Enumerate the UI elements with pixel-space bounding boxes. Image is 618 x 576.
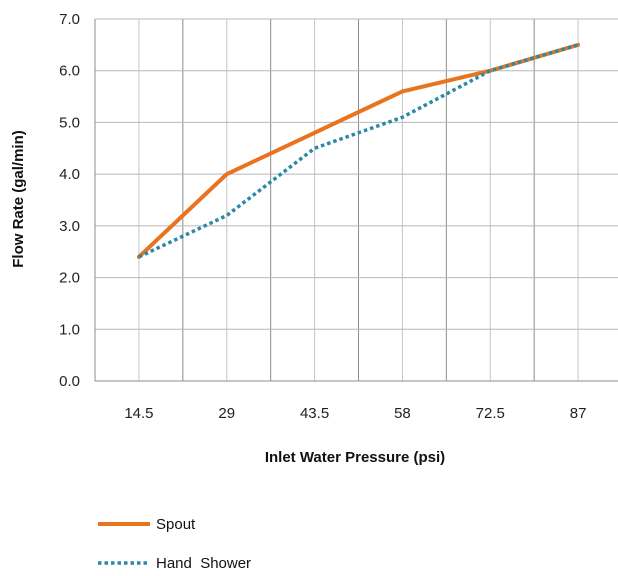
grid-vertical (138, 19, 579, 381)
x-tick-labels: 14.5 29 43.5 58 72.5 87 (124, 405, 586, 422)
y-tick-label: 6.0 (59, 63, 80, 80)
x-axis-title: Inlet Water Pressure (psi) (265, 449, 445, 466)
series-line-hand-shower (138, 43, 579, 259)
x-tick-label: 87 (570, 405, 587, 422)
x-tick-label: 43.5 (300, 405, 329, 422)
y-tick-label: 3.0 (59, 218, 80, 235)
y-tick-label: 1.0 (59, 321, 80, 338)
legend-label-hand-shower: Hand Shower (156, 555, 251, 572)
y-tick-label: 2.0 (59, 270, 80, 287)
plot-area (94, 18, 618, 382)
grid-horizontal (95, 18, 618, 330)
legend: Spout Hand Shower (98, 516, 251, 572)
legend-label-spout: Spout (156, 516, 196, 533)
legend-item-spout: Spout (98, 516, 196, 533)
y-tick-label: 7.0 (59, 11, 80, 28)
y-tick-label: 0.0 (59, 373, 80, 390)
y-tick-label: 4.0 (59, 166, 80, 183)
y-axis-title: Flow Rate (gal/min) (10, 130, 27, 268)
series-line-spout (136, 42, 581, 259)
x-tick-label: 72.5 (476, 405, 505, 422)
x-tick-label: 14.5 (124, 405, 153, 422)
legend-item-hand-shower: Hand Shower (98, 555, 251, 572)
series-layer (136, 42, 581, 259)
x-tick-label: 29 (218, 405, 235, 422)
y-tick-label: 5.0 (59, 114, 80, 131)
y-tick-labels: 0.0 1.0 2.0 3.0 4.0 5.0 6.0 7.0 (59, 11, 80, 390)
x-tick-label: 58 (394, 405, 411, 422)
